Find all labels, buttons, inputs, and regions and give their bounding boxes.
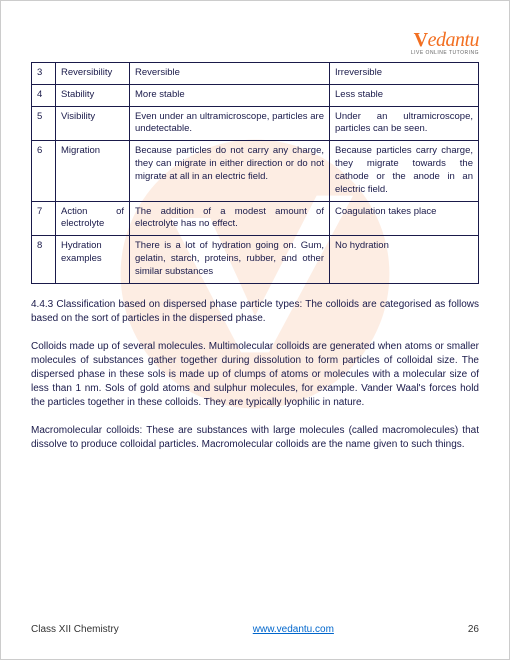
brand-logo: Vedantu LIVE ONLINE TUTORING [411, 29, 479, 56]
footer-page-number: 26 [468, 624, 479, 635]
table-row: 8Hydration examplesThere is a lot of hyd… [32, 236, 479, 283]
cell-property: Action of electrolyte [56, 201, 130, 236]
table-row: 4StabilityMore stableLess stable [32, 84, 479, 106]
cell-property: Visibility [56, 106, 130, 141]
cell-lyophobic: No hydration [330, 236, 479, 283]
cell-number: 7 [32, 201, 56, 236]
table-row: 7Action of electrolyteThe addition of a … [32, 201, 479, 236]
cell-lyophobic: Under an ultramicroscope, particles can … [330, 106, 479, 141]
footer-class: Class XII Chemistry [31, 624, 119, 635]
paragraph-macromolecular: Macromolecular colloids: These are subst… [31, 424, 479, 452]
cell-lyophilic: More stable [130, 84, 330, 106]
cell-property: Hydration examples [56, 236, 130, 283]
cell-lyophobic: Irreversible [330, 63, 479, 85]
cell-number: 5 [32, 106, 56, 141]
paragraph-multimolecular: Colloids made up of several molecules. M… [31, 340, 479, 410]
cell-property: Stability [56, 84, 130, 106]
cell-lyophilic: The addition of a modest amount of elect… [130, 201, 330, 236]
table-row: 6MigrationBecause particles do not carry… [32, 141, 479, 201]
cell-number: 3 [32, 63, 56, 85]
cell-number: 6 [32, 141, 56, 201]
cell-lyophilic: There is a lot of hydration going on. Gu… [130, 236, 330, 283]
cell-property: Reversibility [56, 63, 130, 85]
cell-lyophobic: Because particles carry charge, they mig… [330, 141, 479, 201]
cell-lyophobic: Less stable [330, 84, 479, 106]
cell-property: Migration [56, 141, 130, 201]
cell-lyophilic: Reversible [130, 63, 330, 85]
logo-tagline: LIVE ONLINE TUTORING [411, 50, 479, 56]
comparison-table: 3ReversibilityReversibleIrreversible4Sta… [31, 62, 479, 284]
table-row: 5VisibilityEven under an ultramicroscope… [32, 106, 479, 141]
table-row: 3ReversibilityReversibleIrreversible [32, 63, 479, 85]
cell-number: 8 [32, 236, 56, 283]
page-footer: Class XII Chemistry www.vedantu.com 26 [31, 616, 479, 635]
cell-lyophilic: Even under an ultramicroscope, particles… [130, 106, 330, 141]
paragraph-classification: 4.4.3 Classification based on dispersed … [31, 298, 479, 326]
cell-number: 4 [32, 84, 56, 106]
cell-lyophobic: Coagulation takes place [330, 201, 479, 236]
footer-link[interactable]: www.vedantu.com [253, 624, 334, 635]
logo-text: Vedantu [411, 29, 479, 52]
cell-lyophilic: Because particles do not carry any charg… [130, 141, 330, 201]
